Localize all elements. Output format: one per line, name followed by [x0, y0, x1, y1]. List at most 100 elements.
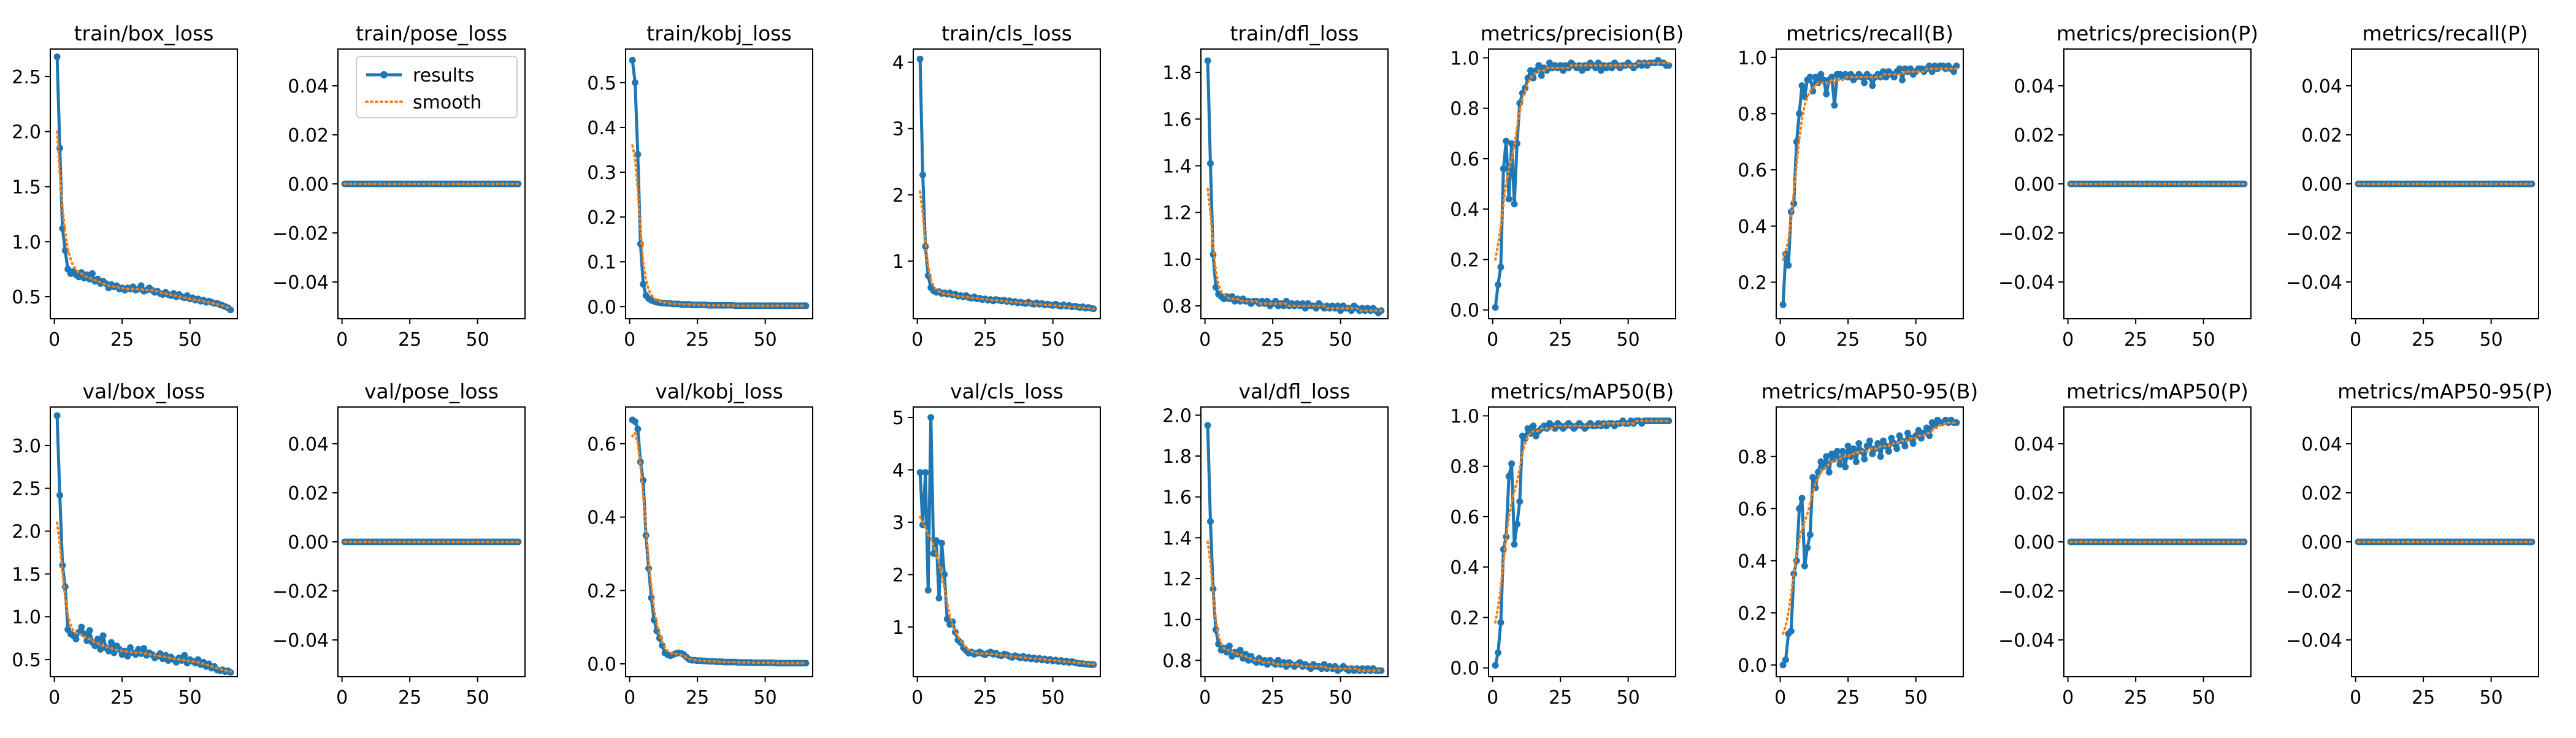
data-point — [1850, 445, 1857, 452]
y-tick-label: −0.02 — [1998, 581, 2055, 603]
y-tick-label: 5 — [892, 408, 904, 429]
panel-title: metrics/mAP50(B) — [1490, 379, 1674, 403]
y-tick-label: 4 — [892, 460, 904, 482]
data-point — [1592, 64, 1600, 72]
data-point — [140, 645, 147, 652]
data-point — [916, 469, 924, 476]
data-point — [126, 644, 134, 651]
data-point — [1923, 424, 1930, 432]
y-tick-label: 0.0 — [1450, 658, 1479, 680]
x-tick-label: 25 — [2124, 687, 2147, 709]
y-tick-label: 0.6 — [1450, 507, 1479, 528]
x-tick-label: 0 — [2062, 329, 2074, 351]
panel-title: metrics/mAP50(P) — [2066, 379, 2248, 403]
data-point — [1953, 419, 1960, 426]
series-line-results — [1781, 64, 1958, 305]
data-point — [137, 282, 145, 289]
y-tick-label: 1 — [892, 617, 904, 639]
data-point — [1812, 74, 1819, 81]
data-point — [919, 171, 926, 178]
y-tick-label: 0.2 — [587, 207, 616, 229]
y-tick-label: 0.2 — [1450, 249, 1479, 271]
y-tick-label: 0.4 — [1738, 551, 1767, 573]
x-tick-label: 0 — [1774, 687, 1786, 709]
data-point — [1212, 284, 1219, 291]
x-tick-label: 0 — [2350, 329, 2361, 351]
panel-title: train/pose_loss — [356, 21, 507, 45]
y-tick-label: 0.04 — [2301, 434, 2342, 455]
y-tick-label: 1.0 — [12, 607, 41, 628]
y-tick-label: 0.00 — [288, 174, 329, 196]
data-point — [802, 302, 810, 310]
axes-frame — [337, 406, 526, 677]
data-point — [943, 615, 951, 623]
y-tick-label: 0.6 — [1738, 499, 1767, 520]
x-tick-label: 25 — [1261, 687, 1284, 709]
x-tick-label: 0 — [1199, 329, 1211, 351]
panel-metrics-map50-p: metrics/mAP50(P) −0.04 −0.02 0.00 0.02 0.04 0 2… — [1998, 379, 2252, 709]
data-point — [1530, 422, 1537, 430]
y-tick-label: 1.0 — [1162, 249, 1192, 271]
data-point — [1842, 463, 1849, 471]
data-point — [1779, 661, 1787, 669]
axes-frame — [625, 48, 813, 319]
panel-title: metrics/mAP50-95(B) — [1761, 379, 1978, 403]
data-point — [1492, 304, 1499, 311]
y-tick-label: −0.02 — [272, 223, 329, 245]
x-tick-label: 0 — [2350, 687, 2361, 709]
y-tick-label: 0.02 — [288, 483, 329, 504]
series-line-smooth — [56, 521, 232, 673]
data-point — [1809, 474, 1817, 481]
y-tick-label: −0.02 — [1998, 223, 2055, 245]
y-tick-label: 1.0 — [1450, 48, 1479, 69]
panel-title: metrics/recall(P) — [2362, 21, 2528, 45]
series-line-smooth — [631, 144, 807, 307]
y-tick-label: 0.02 — [2014, 483, 2055, 504]
x-tick-label: 0 — [48, 329, 60, 351]
y-tick-label: 1.4 — [1162, 156, 1192, 177]
data-point — [1225, 642, 1233, 650]
y-tick-label: 0.8 — [1450, 457, 1479, 478]
data-point — [935, 595, 943, 602]
data-point — [1500, 165, 1507, 172]
data-point — [1817, 70, 1825, 78]
x-tick-label: 50 — [2480, 329, 2503, 351]
data-point — [802, 660, 810, 667]
data-point — [1495, 281, 1501, 288]
data-point — [1538, 72, 1545, 79]
series-line-smooth — [1206, 188, 1382, 312]
x-tick-label: 0 — [336, 329, 348, 351]
data-point — [1378, 667, 1385, 674]
x-tick-label: 25 — [973, 329, 997, 351]
axes-frame — [50, 406, 238, 677]
x-tick-label: 25 — [398, 329, 421, 351]
data-point — [1915, 427, 1922, 434]
series-line-results — [1206, 60, 1382, 314]
axes-frame — [1776, 48, 1964, 319]
y-tick-label: 0.00 — [2301, 174, 2342, 196]
y-tick-label: 2.0 — [12, 122, 41, 143]
data-point — [1495, 649, 1501, 656]
x-tick-label: 0 — [624, 687, 635, 709]
x-tick-label: 0 — [911, 329, 923, 351]
x-tick-label: 0 — [1487, 687, 1498, 709]
panel-val-pose-loss: val/pose_loss −0.04 −0.02 0.00 0.02 0.04 0 25 50 — [272, 379, 526, 709]
panel-title: val/dfl_loss — [1238, 379, 1350, 403]
panel-title: train/box_loss — [74, 21, 214, 45]
data-point — [1508, 460, 1516, 467]
panel-title: metrics/recall(B) — [1786, 21, 1953, 45]
data-point — [1823, 90, 1830, 97]
y-tick-label: 1.5 — [12, 177, 41, 198]
y-tick-label: 3 — [892, 119, 904, 140]
data-point — [1874, 440, 1882, 447]
series-line-smooth — [1494, 61, 1670, 261]
series-line-results — [631, 60, 806, 308]
x-tick-label: 25 — [2412, 329, 2435, 351]
axes-frame — [1200, 48, 1389, 319]
series-line-smooth — [919, 515, 1095, 666]
y-tick-label: 1.2 — [1162, 569, 1192, 590]
y-tick-label: 0.04 — [2014, 434, 2055, 455]
x-tick-label: 25 — [398, 687, 421, 709]
x-tick-label: 50 — [754, 687, 777, 709]
data-point — [194, 656, 202, 663]
